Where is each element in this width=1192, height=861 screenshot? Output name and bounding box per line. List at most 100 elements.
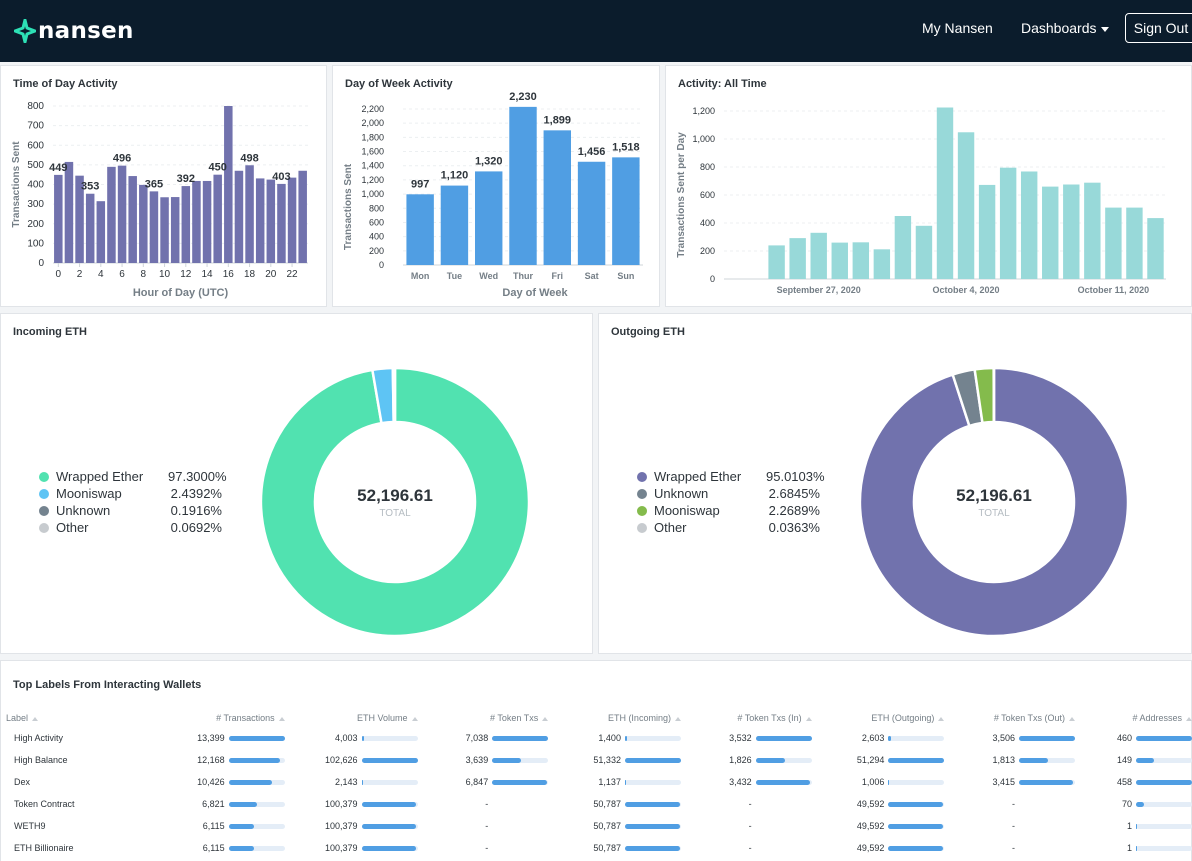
cell-value: 1,826 — [729, 755, 752, 765]
bar-hour-7 — [128, 176, 137, 263]
bar-hour-16 — [224, 106, 233, 263]
column-header[interactable]: ETH Volume — [285, 709, 418, 727]
cell-bar — [755, 735, 812, 741]
table-row[interactable]: Dex 10,426 2,143 6,847 1,137 3,432 1,006 3,415 4… — [6, 771, 1192, 793]
x-tick-label: 20 — [265, 269, 277, 280]
column-header[interactable]: # Token Txs (In) — [681, 709, 812, 727]
legend-value: 95.0103% — [766, 469, 825, 484]
table-cell: - — [681, 837, 812, 859]
table-cell: - — [944, 815, 1075, 837]
table-cell: 7,038 — [418, 727, 549, 749]
table-cell: 102,626 — [285, 749, 418, 771]
sign-out-button[interactable]: Sign Out — [1125, 13, 1192, 43]
column-header[interactable]: # Addresses — [1075, 709, 1192, 727]
cell-value: - — [485, 799, 489, 809]
cell-bar-fill — [361, 823, 417, 829]
x-tick-label: 4 — [98, 269, 104, 280]
legend-color-dot — [39, 505, 49, 516]
cell-bar-fill — [888, 779, 890, 785]
top-labels-title: Top Labels From Interacting Wallets — [13, 679, 202, 691]
bar-2020-10-12 — [1126, 207, 1143, 279]
table-row[interactable]: High Activity 13,399 4,003 7,038 1,400 3,532 2… — [6, 727, 1192, 749]
y-tick-label: 500 — [27, 160, 44, 171]
table-row[interactable]: High Balance 12,168 102,626 3,639 51,332 1,82… — [6, 749, 1192, 771]
nav-my-nansen[interactable]: My Nansen — [922, 20, 993, 36]
cell-bar-fill — [1019, 779, 1074, 785]
column-header[interactable]: ETH (Incoming) — [548, 709, 681, 727]
bar-2020-10-11 — [1105, 207, 1122, 279]
legend-item[interactable]: Unknown 2.6845% — [637, 485, 820, 502]
table-row[interactable]: ETH Billionaire 6,115 100,379 - 50,787 - 49,59… — [6, 837, 1192, 859]
bar-data-label: 353 — [81, 181, 99, 193]
column-header[interactable]: Label — [6, 709, 154, 727]
bar-hour-14 — [202, 180, 212, 263]
cell-bar-fill — [1136, 823, 1138, 829]
x-tick-label: September 27, 2020 — [777, 285, 861, 295]
cell-bar-fill — [1019, 757, 1049, 763]
column-header[interactable]: ETH (Outgoing) — [812, 709, 945, 727]
bar-hour-4 — [96, 201, 106, 263]
cell-bar-fill — [361, 757, 418, 763]
cell-value: 51,294 — [856, 755, 885, 765]
cell-value: 460 — [1116, 733, 1132, 743]
column-header-label: ETH (Incoming) — [607, 713, 671, 723]
legend-value: 2.2689% — [768, 503, 820, 518]
bar-2020-09-25 — [768, 245, 785, 279]
legend-item[interactable]: Other 0.0363% — [637, 519, 820, 536]
legend-value: 2.4392% — [170, 486, 222, 501]
table-cell: 460 — [1075, 727, 1192, 749]
legend-item[interactable]: Wrapped Ether 97.3000% — [39, 468, 227, 485]
bar-2020-09-28 — [831, 242, 848, 279]
outgoing-legend: Wrapped Ether 95.0103% Unknown 2.6845% Mooni… — [637, 468, 825, 536]
cell-bar — [1136, 801, 1192, 807]
legend-color-dot — [39, 471, 49, 482]
table-cell: 3,532 — [681, 727, 812, 749]
legend-item[interactable]: Unknown 0.1916% — [39, 502, 222, 519]
cell-bar-fill — [624, 779, 627, 785]
cell-value: 6,847 — [465, 777, 489, 787]
table-cell: 1 — [1075, 815, 1192, 837]
column-header[interactable]: # Token Txs — [418, 709, 549, 727]
bar-data-label: 1,320 — [475, 155, 503, 167]
nav-dashboards[interactable]: Dashboards — [1021, 20, 1109, 36]
table-row[interactable]: Token Contract 6,821 100,379 - 50,787 - 49,592… — [6, 793, 1192, 815]
bar-tue — [440, 185, 469, 265]
table-cell: 10,426 — [154, 771, 285, 793]
column-header[interactable]: # Transactions — [154, 709, 285, 727]
cell-bar — [492, 779, 549, 785]
y-tick-label: 200 — [27, 219, 44, 230]
nansen-logo[interactable]: nansen — [14, 11, 134, 51]
cell-bar — [888, 801, 945, 807]
incoming-total-value: 52,196.61 — [357, 486, 433, 505]
bar-2020-10-03 — [936, 107, 954, 279]
outgoing-total-value: 52,196.61 — [956, 486, 1032, 505]
cell-value: 1,400 — [598, 733, 621, 743]
cell-bar — [1136, 735, 1192, 741]
legend-item[interactable]: Other 0.0692% — [39, 519, 222, 536]
cell-value: 2,143 — [335, 777, 358, 787]
legend-color-dot — [637, 471, 647, 482]
cell-bar — [361, 823, 418, 829]
table-row[interactable]: WETH9 6,115 100,379 - 50,787 - 49,592 - 1 — [6, 815, 1192, 837]
table-cell: 1,400 — [548, 727, 681, 749]
bar-hour-0 — [54, 174, 63, 263]
table-cell: 2,143 — [285, 771, 418, 793]
bar-hour-2 — [75, 175, 84, 263]
bar-wed — [475, 171, 503, 265]
table-cell: 1,826 — [681, 749, 812, 771]
y-tick-label: 400 — [27, 180, 44, 191]
bar-hour-19 — [255, 178, 265, 263]
legend-item[interactable]: Mooniswap 2.4392% — [39, 485, 222, 502]
legend-item[interactable]: Wrapped Ether 95.0103% — [637, 468, 825, 485]
y-tick-label: 1,600 — [361, 147, 384, 157]
y-tick-label: 600 — [369, 217, 384, 227]
bar-data-label: 997 — [411, 178, 429, 190]
legend-item[interactable]: Mooniswap 2.2689% — [637, 502, 820, 519]
column-header[interactable]: # Token Txs (Out) — [944, 709, 1076, 727]
table-cell: 3,432 — [681, 771, 812, 793]
y-tick-label: 2,200 — [361, 104, 384, 114]
bar-2020-10-06 — [999, 167, 1017, 279]
legend-value: 0.1916% — [170, 503, 222, 518]
table-cell: 50,787 — [548, 815, 681, 837]
outgoing-eth-title: Outgoing ETH — [611, 326, 685, 338]
